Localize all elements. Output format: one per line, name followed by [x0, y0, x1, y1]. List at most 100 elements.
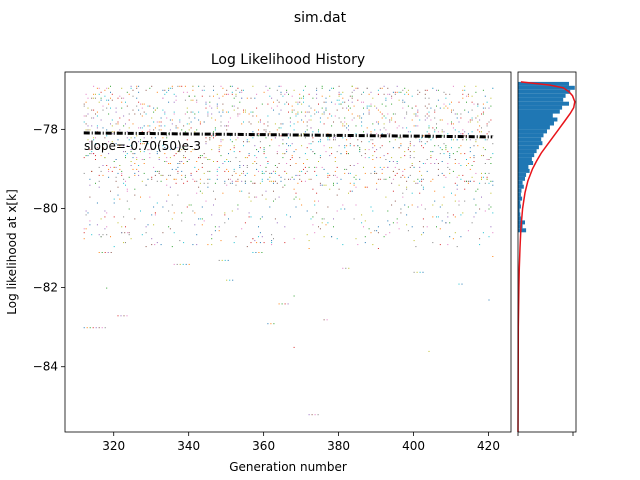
scatter-point	[323, 101, 325, 103]
scatter-point	[128, 93, 130, 95]
scatter-point	[274, 172, 276, 174]
scatter-point	[492, 87, 494, 89]
scatter-point	[370, 139, 372, 141]
scatter-point	[482, 103, 484, 105]
scatter-point	[175, 182, 177, 184]
scatter-point	[196, 234, 198, 236]
scatter-point	[310, 178, 312, 180]
scatter-point	[383, 93, 385, 95]
scatter-point	[304, 180, 306, 182]
scatter-point	[145, 232, 147, 234]
scatter-point	[154, 137, 156, 139]
scatter-point	[334, 135, 336, 137]
scatter-point	[276, 151, 278, 153]
scatter-point	[117, 194, 119, 196]
scatter-point	[379, 166, 381, 168]
scatter-point	[147, 125, 149, 127]
scatter-point	[171, 87, 173, 89]
scatter-point	[83, 228, 85, 230]
scatter-point	[464, 131, 466, 133]
histogram-bar	[518, 228, 527, 233]
scatter-point	[334, 137, 336, 139]
scatter-point	[183, 182, 185, 184]
scatter-point	[336, 194, 338, 196]
scatter-point	[426, 107, 428, 109]
scatter-point	[231, 141, 233, 143]
scatter-point	[188, 204, 190, 206]
scatter-point	[228, 93, 229, 95]
scatter-point	[194, 224, 196, 226]
histogram-bar	[518, 149, 537, 154]
scatter-point	[179, 161, 181, 162]
scatter-point	[125, 157, 126, 159]
scatter-point	[406, 111, 408, 113]
scatter-point	[140, 143, 141, 145]
histogram-bar	[518, 161, 534, 165]
scatter-point	[348, 172, 349, 174]
scatter-point	[314, 113, 316, 115]
scatter-point	[293, 178, 295, 180]
scatter-point	[121, 172, 123, 174]
scatter-point	[218, 111, 220, 113]
scatter-point	[95, 182, 96, 184]
scatter-point	[123, 145, 125, 147]
scatter-point	[252, 85, 254, 87]
scatter-point	[248, 155, 250, 157]
scatter-point	[406, 180, 408, 182]
scatter-point	[289, 117, 291, 119]
scatter-point	[263, 172, 265, 174]
histogram-plot-area	[517, 71, 577, 436]
scatter-point	[224, 170, 226, 172]
scatter-point	[220, 139, 222, 141]
scatter-point	[471, 95, 473, 97]
scatter-point	[475, 141, 477, 143]
scatter-point	[117, 139, 119, 141]
scatter-point	[276, 99, 278, 101]
scatter-point	[147, 105, 149, 107]
scatter-point	[441, 131, 443, 133]
scatter-point	[115, 143, 117, 145]
scatter-point	[190, 151, 192, 153]
scatter-point	[333, 226, 334, 228]
scatter-point	[477, 105, 479, 107]
scatter-point	[282, 95, 284, 97]
scatter-point	[271, 244, 273, 246]
scatter-point	[346, 153, 348, 155]
scatter-point	[91, 125, 93, 127]
scatter-point	[334, 161, 336, 162]
scatter-point	[192, 89, 194, 91]
scatter-point	[424, 97, 426, 99]
scatter-point	[473, 216, 475, 218]
scatter-point	[171, 168, 173, 170]
scatter-point	[377, 178, 379, 180]
scatter-point	[199, 155, 201, 157]
scatter-point	[475, 91, 477, 93]
scatter-point	[449, 153, 451, 155]
scatter-point	[98, 174, 100, 176]
scatter-point	[345, 267, 347, 269]
scatter-point	[426, 113, 428, 115]
histogram-bar	[518, 129, 547, 134]
scatter-point	[351, 101, 353, 103]
scatter-point	[342, 123, 344, 125]
scatter-point	[413, 180, 415, 182]
scatter-point	[325, 109, 327, 111]
scatter-point	[398, 184, 400, 186]
scatter-point	[160, 180, 162, 182]
scatter-point	[439, 206, 441, 208]
scatter-point	[123, 315, 125, 317]
scatter-point	[385, 97, 387, 99]
scatter-point	[274, 218, 276, 220]
scatter-point	[259, 232, 261, 234]
scatter-point	[117, 172, 119, 174]
scatter-point	[179, 85, 181, 87]
scatter-point	[451, 121, 452, 123]
scatter-point	[351, 113, 353, 115]
scatter-point	[190, 204, 192, 206]
scatter-point	[490, 180, 492, 182]
scatter-point	[464, 89, 466, 91]
scatter-point	[325, 107, 327, 109]
scatter-point	[351, 95, 353, 97]
scatter-point	[89, 224, 91, 226]
scatter-point	[318, 161, 319, 162]
